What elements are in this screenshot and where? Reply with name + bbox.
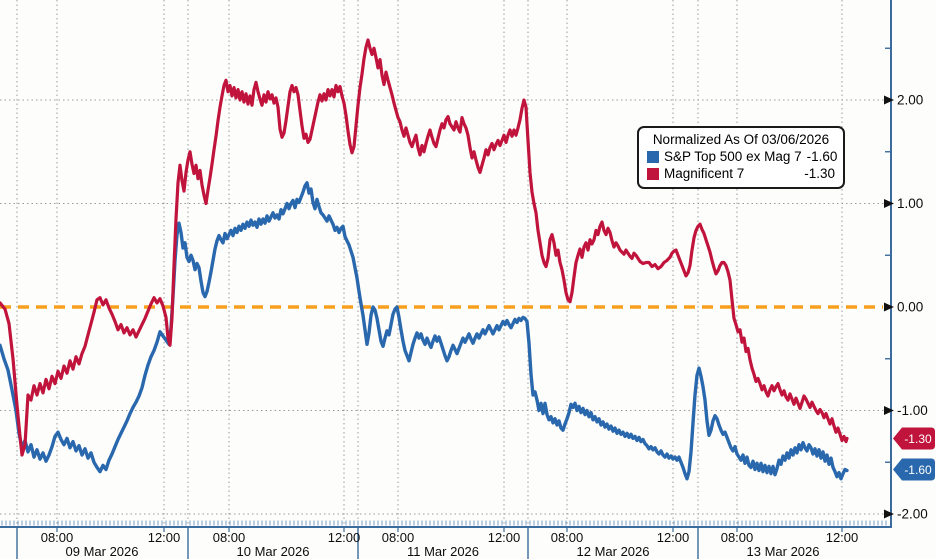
y-axis-arrow <box>884 509 894 519</box>
x-date-label: 10 Mar 2026 <box>237 544 310 559</box>
price-badge-label: -1.60 <box>904 463 932 477</box>
x-date-label: 13 Mar 2026 <box>747 544 820 559</box>
x-date-label: 09 Mar 2026 <box>66 544 139 559</box>
legend-swatch-blue <box>647 151 659 163</box>
legend-box: Normalized As Of 03/06/2026 S&P Top 500 … <box>637 126 845 189</box>
x-time-label: 08:00 <box>551 530 584 545</box>
legend-swatch-red <box>647 168 659 180</box>
y-axis-label: 1.00 <box>897 196 923 211</box>
x-time-label: 08:00 <box>721 530 754 545</box>
y-axis-arrow <box>884 302 894 312</box>
x-time-label: 12:00 <box>148 530 181 545</box>
legend-label: Magnificent 7 <box>664 166 745 181</box>
legend-label: S&P Top 500 ex Mag 7 <box>664 149 802 164</box>
series-line-sp500-ex-mag7 <box>0 181 849 481</box>
price-badge <box>893 458 935 481</box>
x-time-label: 12:00 <box>488 530 521 545</box>
legend-value: -1.60 <box>806 149 838 164</box>
legend-item-sp500-ex-mag7: S&P Top 500 ex Mag 7 -1.60 <box>647 149 838 165</box>
x-time-label: 12:00 <box>826 530 859 545</box>
y-axis-label: 2.00 <box>897 93 923 108</box>
legend-item-magnificent7: Magnificent 7 -1.30 <box>647 166 835 182</box>
x-time-label: 12:00 <box>328 530 361 545</box>
x-date-label: 12 Mar 2026 <box>577 544 650 559</box>
legend-title: Normalized As Of 03/06/2026 <box>652 132 830 147</box>
y-axis-arrow <box>884 199 894 208</box>
x-time-label: 08:00 <box>382 530 415 545</box>
y-axis-label: -1.00 <box>897 403 928 418</box>
x-time-label: 12:00 <box>657 530 690 545</box>
price-badge <box>893 427 935 450</box>
y-axis-label: 0.00 <box>897 300 923 315</box>
y-axis-label: -2.00 <box>897 507 928 522</box>
y-axis-arrow <box>884 406 894 415</box>
x-time-label: 08:00 <box>213 530 246 545</box>
legend-value: -1.30 <box>804 166 835 181</box>
x-time-label: 08:00 <box>41 530 74 545</box>
x-date-label: 11 Mar 2026 <box>407 544 479 559</box>
price-badge-label: -1.30 <box>904 432 932 446</box>
y-axis-arrow <box>884 95 894 105</box>
series-line-magnificent7 <box>0 38 849 457</box>
